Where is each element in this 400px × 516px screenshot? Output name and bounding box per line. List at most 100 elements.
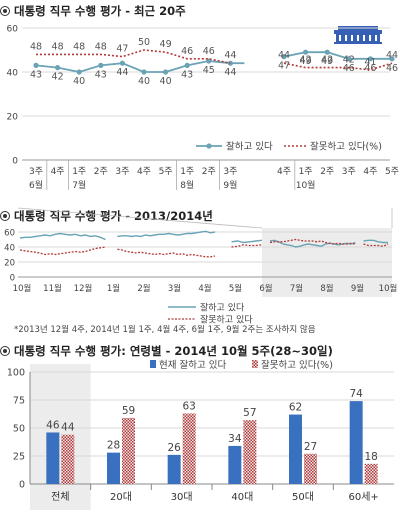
x-month-label: 1월 xyxy=(107,283,120,294)
approve-data-label: 40 xyxy=(160,76,172,87)
x-category-label: 30대 xyxy=(171,491,193,503)
legend-approve-swatch xyxy=(150,360,156,368)
panel3-title: 대통령 직무 수행 평가: 연령별 - 2014년 10월 5주(28~30일) xyxy=(0,343,333,359)
disapprove-data-label: 41 xyxy=(364,57,376,68)
x-category-label: 전체 xyxy=(51,491,69,503)
x-month-label: 6월 xyxy=(29,179,43,191)
x-category-label: 50대 xyxy=(292,491,314,503)
x-month-label: 10월 xyxy=(13,283,32,294)
approve-point xyxy=(163,69,169,75)
disapprove-data-label: 27 xyxy=(304,441,317,453)
approve-point xyxy=(33,62,39,68)
circle-bullet-icon xyxy=(0,211,10,221)
disapprove-data-label: 63 xyxy=(182,400,195,412)
x-week-label: 4주 xyxy=(137,166,151,177)
approve-data-label: 28 xyxy=(107,440,120,452)
disapprove-line xyxy=(19,246,106,256)
survey-note: *2013년 12월 4주, 2014년 1월 1주, 4월 4주, 6월 1주… xyxy=(14,325,316,335)
chart-2013-2014: 0 20 40 60 10월 11월 12월 1월 2월 3월 4월 5월 6월 7월 8월 9월 10월잘하고… xyxy=(4,207,398,326)
x-week-label: 2주 xyxy=(94,166,108,177)
approve-bar xyxy=(228,445,242,484)
disapprove-data-label: 57 xyxy=(243,407,256,419)
x-week-label: 2주 xyxy=(202,166,216,177)
approve-data-label: 49 xyxy=(300,56,312,67)
x-month-label: 7월 xyxy=(72,179,86,191)
approve-line xyxy=(35,60,231,73)
x-week-label: 3주 xyxy=(223,166,237,177)
legend-disapprove-label: 잘못하고 있다(%) xyxy=(261,359,333,371)
approve-bar xyxy=(349,401,363,484)
disapprove-data-label: 47 xyxy=(116,44,128,55)
disapprove-data-label: 44 xyxy=(386,50,398,61)
panel3-title-text: 대통령 직무 수행 평가: 연령별 - 2014년 10월 5주(28~30일) xyxy=(14,344,333,358)
approve-point xyxy=(141,69,147,75)
disapprove-data-label: 48 xyxy=(30,41,42,52)
disapprove-line xyxy=(36,49,231,64)
disapprove-data-label: 46 xyxy=(203,46,215,57)
disapprove-data-label: 42 xyxy=(343,55,355,66)
approve-data-label: 62 xyxy=(289,402,302,414)
total-column-shade xyxy=(30,364,91,510)
disapprove-data-label: 46 xyxy=(181,46,193,57)
x-month-label: 6월 xyxy=(259,283,272,294)
approve-data-label: 74 xyxy=(349,388,363,400)
y-tick-label: 20 xyxy=(7,113,19,123)
x-month-label: 7월 xyxy=(290,283,303,294)
approve-point xyxy=(303,49,309,55)
x-month-label: 5월 xyxy=(229,283,242,294)
x-month-label: 8월 xyxy=(320,283,333,294)
y-tick-label: 75 xyxy=(13,396,25,407)
x-week-label: 4주 xyxy=(363,166,377,177)
approve-data-label: 42 xyxy=(52,72,64,83)
y-tick-label: 60 xyxy=(7,25,19,35)
approve-point xyxy=(324,49,330,55)
disapprove-data-label: 18 xyxy=(364,451,377,463)
disapprove-bar xyxy=(122,417,135,484)
disapprove-line xyxy=(117,248,216,258)
x-month-label: 4월 xyxy=(198,283,211,294)
approve-point xyxy=(346,56,352,62)
x-month-label: 9월 xyxy=(351,283,364,294)
approve-bar xyxy=(289,414,302,484)
approve-line xyxy=(19,232,106,241)
disapprove-bar xyxy=(243,420,257,484)
approve-bar xyxy=(167,454,181,484)
x-month-label: 10월 xyxy=(379,283,398,294)
x-week-label: 4주 xyxy=(277,166,291,177)
panel1-title: 대통령 직무 수행 평가 - 최근 20주 xyxy=(0,3,186,19)
approve-point xyxy=(389,56,395,62)
disapprove-data-label: 48 xyxy=(95,41,107,52)
y-tick-label: 60 xyxy=(4,229,15,239)
x-month-label: 3월 xyxy=(168,283,181,294)
approve-data-label: 26 xyxy=(167,442,181,454)
disapprove-bar xyxy=(182,413,196,484)
y-tick-label: 20 xyxy=(4,259,15,269)
x-week-label: 1주 xyxy=(72,166,86,177)
disapprove-data-label: 48 xyxy=(52,41,64,52)
x-week-label: 4주 xyxy=(51,166,65,177)
x-week-label: 2주 xyxy=(320,166,334,177)
x-category-label: 40대 xyxy=(231,491,253,503)
approve-point xyxy=(55,65,61,71)
disapprove-data-label: 49 xyxy=(160,39,172,50)
y-tick-label: 25 xyxy=(13,452,25,463)
disapprove-data-label: 42 xyxy=(300,55,312,66)
x-week-label: 1주 xyxy=(299,166,313,177)
disapprove-data-label: 48 xyxy=(73,41,85,52)
approve-bar xyxy=(107,452,120,484)
approve-data-label: 40 xyxy=(73,76,85,87)
legend-approve-marker xyxy=(206,143,212,149)
y-tick-label: 40 xyxy=(4,244,15,254)
approve-data-label: 43 xyxy=(181,69,193,80)
approve-data-label: 44 xyxy=(224,67,236,78)
approve-data-label: 43 xyxy=(95,69,107,80)
approve-line xyxy=(269,239,356,248)
approve-data-label: 44 xyxy=(116,67,128,78)
panel1-title-text: 대통령 직무 수행 평가 - 최근 20주 xyxy=(14,4,186,18)
disapprove-bar xyxy=(364,463,378,484)
approve-line xyxy=(231,239,263,244)
disapprove-line xyxy=(231,244,263,248)
disapprove-data-label: 44 xyxy=(61,422,75,434)
x-month-label: 8월 xyxy=(180,179,194,191)
